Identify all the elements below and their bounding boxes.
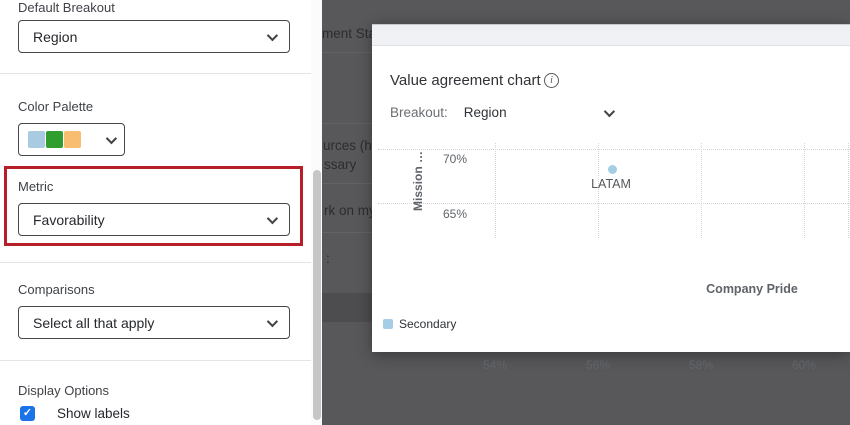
divider [0,73,311,74]
chevron-down-icon [266,315,279,327]
y-tick-70: 70% [443,152,468,166]
scatter-chart: Mission … 70% 65% 54% 56% 58% 60% Compan… [372,135,850,372]
y-tick-65: 65% [443,207,468,221]
dimmed-text-fragment: ssary [324,157,357,172]
chevron-down-icon [603,105,615,117]
palette-swatch-blue [28,131,45,148]
gridline-vertical-56 [598,143,599,238]
gridline-vertical-54 [495,143,496,238]
metric-select[interactable]: Favorability [18,203,290,236]
chevron-down-icon [266,212,279,224]
comparisons-label: Comparisons [18,282,95,297]
gridline-vertical-edge [848,143,849,238]
legend-label: Secondary [399,317,457,331]
x-tick-54: 54% [482,358,508,372]
info-icon[interactable]: i [544,73,559,88]
divider [0,360,311,361]
modal-title: Value agreement chart [390,72,541,89]
default-breakout-label: Default Breakout [18,0,115,15]
y-axis-title: Mission … [411,151,425,212]
legend-swatch [383,319,393,329]
gridline-horizontal-65 [378,203,850,204]
modal-header-bar [372,25,850,46]
chevron-down-icon [266,29,279,41]
x-tick-56: 56% [585,358,611,372]
panel-scrollbar-thumb[interactable] [313,170,321,420]
show-labels-row: ✓ Show labels [20,406,130,421]
breakout-label: Breakout: [390,105,448,120]
metric-value: Favorability [33,211,105,228]
comparisons-value: Select all that apply [33,314,155,331]
show-labels-checkbox[interactable]: ✓ [20,406,35,421]
breakout-value: Region [463,105,507,120]
data-point-latam[interactable] [608,165,617,174]
dimmed-text-fragment: ment Sta [322,26,377,41]
dimmed-text-fragment: rk on my [324,203,376,218]
chevron-down-icon [105,132,118,144]
color-palette-label: Color Palette [18,99,94,114]
settings-panel: Default Breakout Region Color Palette Me… [0,0,322,425]
display-options-label: Display Options [18,383,110,398]
gridline-horizontal-70 [378,149,850,150]
show-labels-label: Show labels [57,406,130,421]
dimmed-text-fragment: : [326,251,330,266]
x-tick-58: 58% [688,358,714,372]
data-point-label: LATAM [591,177,631,191]
legend-item-secondary[interactable]: Secondary [383,317,456,331]
palette-swatch-green [46,131,63,148]
dimmed-text-fragment: urces (h [323,138,372,153]
panel-scrollbar-track [311,0,322,425]
palette-swatch-orange [64,131,81,148]
default-breakout-value: Region [33,28,78,45]
value-agreement-chart-modal: Value agreement chart i Breakout: Region… [372,24,850,372]
gridline-vertical-60 [804,143,805,238]
default-breakout-select[interactable]: Region [18,20,290,53]
x-tick-60: 60% [791,358,817,372]
metric-label: Metric [18,179,54,194]
color-palette-select[interactable] [18,123,125,156]
gridline-vertical-58 [701,143,702,238]
x-axis-title: Company Pride [706,282,798,296]
comparisons-select[interactable]: Select all that apply [18,306,290,339]
divider [0,262,311,263]
breakout-dropdown[interactable]: Breakout: Region [390,105,615,120]
